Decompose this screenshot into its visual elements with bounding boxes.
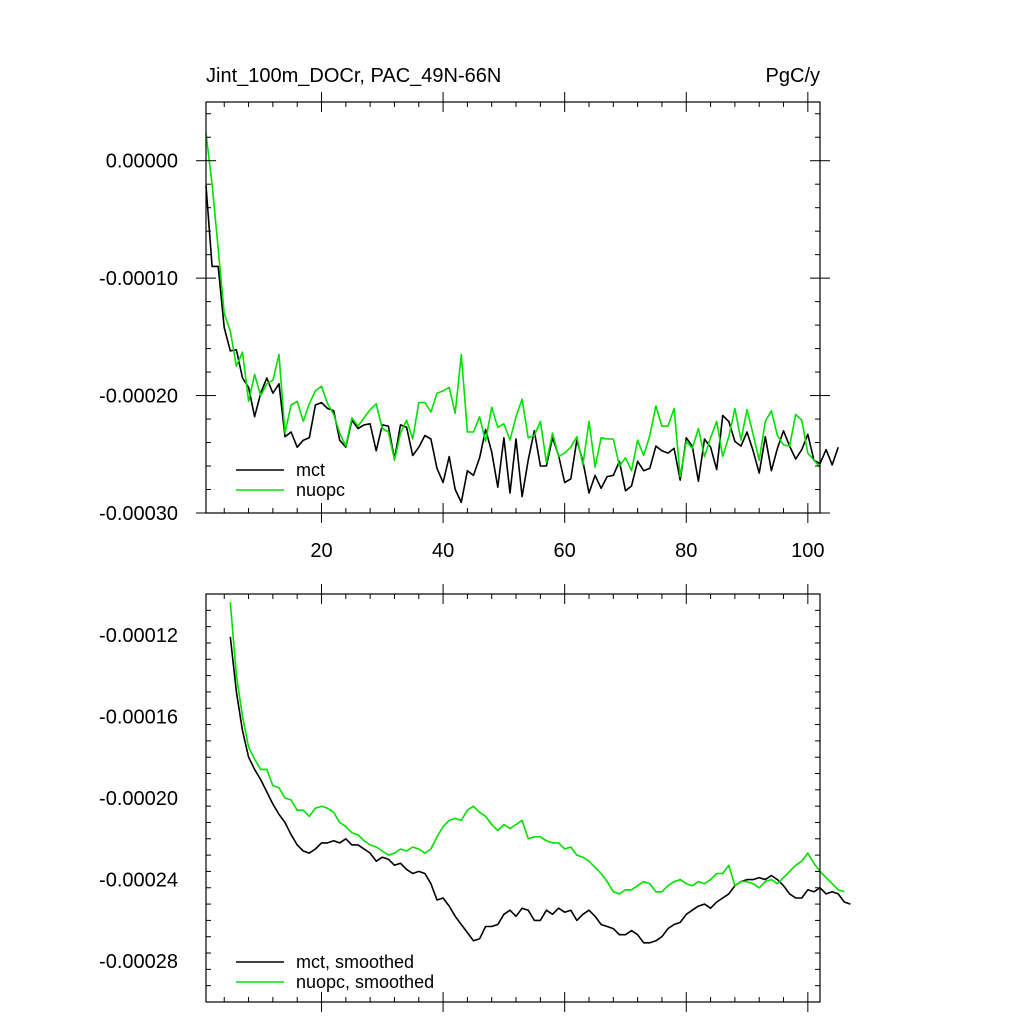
y-tick-label: -0.00030 bbox=[99, 503, 178, 525]
legend-label-mct-smoothed: mct, smoothed bbox=[296, 952, 414, 972]
y-tick-label: -0.00028 bbox=[99, 951, 178, 973]
series-line-nuopc-smoothed bbox=[229, 602, 845, 895]
bottom-legend: mct, smoothed nuopc, smoothed bbox=[236, 952, 434, 992]
y-tick-label: -0.00020 bbox=[99, 386, 178, 408]
bottom-panel: -0.00012 -0.00016 -0.00020 -0.00024 -0.00028… bbox=[99, 584, 851, 1012]
x-tick-label: 20 bbox=[310, 540, 332, 562]
series-line-mct-smoothed bbox=[229, 636, 851, 944]
top-panel: 20 40 60 80 100 0.00000 -0.00010 -0.00020 -0.000… bbox=[99, 92, 839, 562]
y-tick-label: -0.00016 bbox=[99, 706, 178, 728]
y-tick-label: -0.00024 bbox=[99, 870, 178, 892]
units-label: PgC/y bbox=[766, 65, 820, 87]
legend-label-mct: mct bbox=[296, 460, 325, 480]
x-tick-label: 100 bbox=[791, 540, 824, 562]
y-tick-label: -0.00020 bbox=[99, 788, 178, 810]
top-series-layer bbox=[205, 133, 839, 504]
series-line-nuopc bbox=[205, 133, 821, 478]
bottom-series-layer bbox=[229, 602, 851, 944]
legend-label-nuopc-smoothed: nuopc, smoothed bbox=[296, 972, 434, 992]
y-tick-label: 0.00000 bbox=[106, 151, 178, 173]
plot-frame bbox=[205, 593, 821, 1003]
x-tick-label: 60 bbox=[554, 540, 576, 562]
y-tick-label: -0.00010 bbox=[99, 268, 178, 290]
y-tick-label: -0.00012 bbox=[99, 625, 178, 647]
x-tick-label: 80 bbox=[675, 540, 697, 562]
series-line-mct bbox=[205, 185, 839, 504]
x-tick-label: 40 bbox=[432, 540, 454, 562]
top-axes: 20 40 60 80 100 0.00000 -0.00010 -0.00020 -0.000… bbox=[99, 92, 830, 562]
chart-title: Jint_100m_DOCr, PAC_49N-66N bbox=[206, 65, 501, 87]
top-legend: mct nuopc bbox=[236, 460, 345, 500]
plot-frame bbox=[205, 101, 821, 514]
legend-label-nuopc: nuopc bbox=[296, 480, 345, 500]
bottom-axes: -0.00012 -0.00016 -0.00020 -0.00024 -0.00028 bbox=[99, 584, 821, 1012]
